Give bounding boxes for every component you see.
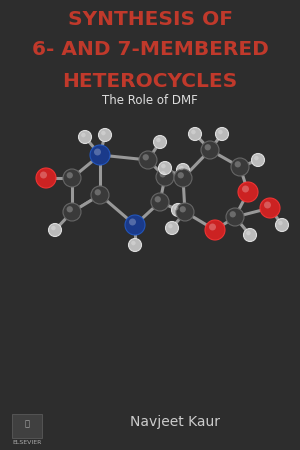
Circle shape — [142, 154, 149, 161]
Circle shape — [179, 166, 184, 170]
Circle shape — [205, 144, 211, 150]
Circle shape — [101, 131, 106, 135]
Circle shape — [49, 224, 62, 237]
Text: HETEROCYCLES: HETEROCYCLES — [62, 72, 238, 91]
Circle shape — [275, 219, 289, 231]
Circle shape — [63, 169, 81, 187]
Text: 6- AND 7-MEMBERED: 6- AND 7-MEMBERED — [32, 40, 268, 59]
Circle shape — [40, 171, 47, 179]
Circle shape — [242, 185, 249, 193]
Text: SYNTHESIS OF: SYNTHESIS OF — [68, 10, 232, 29]
Circle shape — [154, 196, 161, 202]
Circle shape — [67, 172, 73, 179]
Circle shape — [98, 129, 112, 141]
Circle shape — [226, 208, 244, 226]
Bar — [12, 414, 42, 438]
Circle shape — [158, 162, 172, 175]
Circle shape — [205, 220, 225, 240]
Circle shape — [36, 168, 56, 188]
Circle shape — [128, 238, 142, 252]
Circle shape — [191, 130, 196, 134]
Circle shape — [90, 145, 110, 165]
Circle shape — [264, 202, 271, 208]
Circle shape — [176, 163, 190, 176]
Circle shape — [238, 182, 258, 202]
Circle shape — [161, 164, 166, 168]
Circle shape — [254, 156, 259, 160]
Circle shape — [201, 141, 219, 159]
Circle shape — [209, 224, 216, 230]
Circle shape — [244, 229, 256, 242]
Circle shape — [231, 158, 249, 176]
Circle shape — [172, 203, 184, 216]
Circle shape — [154, 135, 166, 148]
Text: 🌳: 🌳 — [25, 419, 29, 428]
Circle shape — [67, 206, 73, 212]
Circle shape — [166, 221, 178, 234]
Circle shape — [151, 193, 169, 211]
Circle shape — [91, 186, 109, 204]
Circle shape — [251, 153, 265, 166]
Circle shape — [230, 211, 236, 217]
Circle shape — [79, 130, 92, 144]
Circle shape — [94, 148, 101, 156]
Circle shape — [178, 172, 184, 179]
Text: ELSEVIER: ELSEVIER — [12, 440, 42, 445]
Circle shape — [139, 151, 157, 169]
Circle shape — [235, 161, 241, 167]
Circle shape — [174, 169, 192, 187]
Circle shape — [81, 133, 86, 137]
Circle shape — [168, 224, 173, 228]
Circle shape — [51, 226, 56, 230]
Circle shape — [156, 138, 161, 142]
Circle shape — [156, 168, 174, 186]
Circle shape — [188, 127, 202, 140]
Circle shape — [176, 203, 194, 221]
Circle shape — [260, 198, 280, 218]
Circle shape — [174, 206, 179, 210]
Circle shape — [131, 241, 136, 245]
Circle shape — [218, 130, 223, 134]
Text: The Role of DMF: The Role of DMF — [102, 94, 198, 107]
Circle shape — [94, 189, 101, 195]
Circle shape — [63, 203, 81, 221]
Circle shape — [278, 221, 283, 225]
Circle shape — [125, 215, 145, 235]
Circle shape — [160, 171, 166, 177]
Text: Navjeet Kaur: Navjeet Kaur — [130, 415, 220, 429]
Circle shape — [180, 206, 186, 212]
Circle shape — [215, 127, 229, 140]
Circle shape — [129, 219, 136, 225]
Circle shape — [246, 231, 251, 235]
